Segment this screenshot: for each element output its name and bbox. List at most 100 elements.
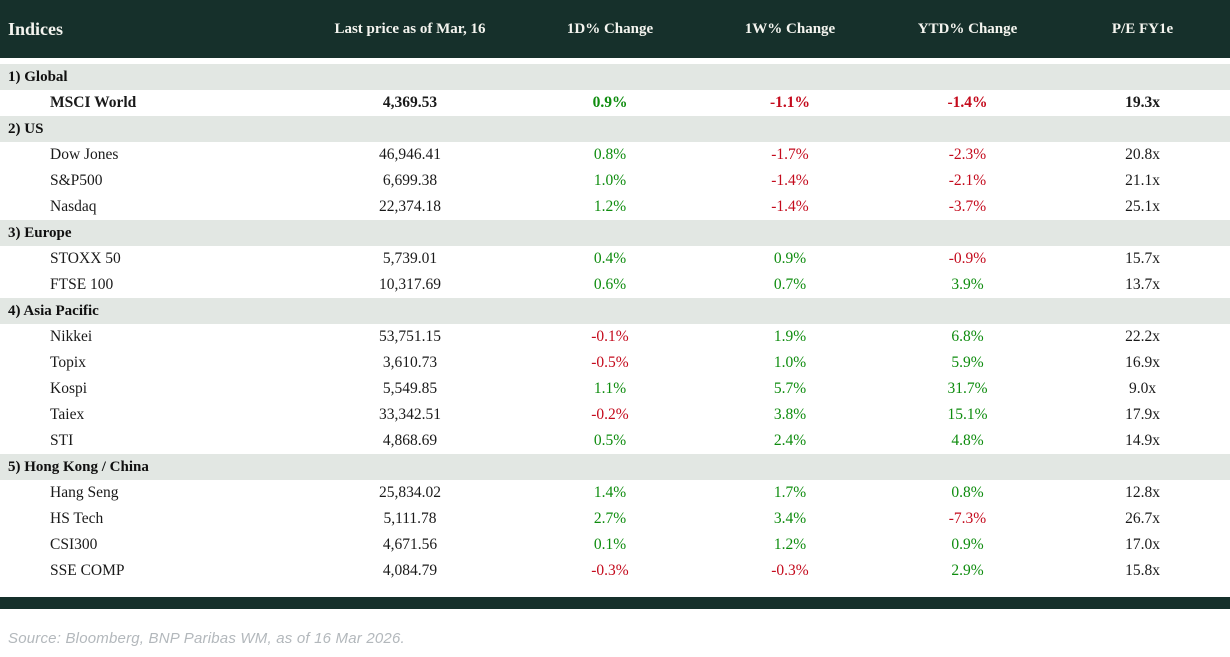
1w-change-cell: 2.4% <box>773 432 807 449</box>
1w-change-cell: -1.4% <box>771 172 809 189</box>
section-header: 3) Europe <box>0 220 1230 246</box>
table-row: Taiex 33,342.51 -0.2% 3.8% 15.1% 17.9x <box>0 402 1230 428</box>
1d-change-cell: -0.1% <box>591 328 629 345</box>
last-price-cell: 33,342.51 <box>379 406 441 423</box>
1d-change-cell: 0.4% <box>593 250 627 267</box>
index-name-cell: S&P500 <box>50 172 103 189</box>
pe-cell: 22.2x <box>1125 328 1160 345</box>
pe-cell: 26.7x <box>1125 510 1160 527</box>
ytd-change-cell: 0.9% <box>951 536 984 553</box>
1w-change-cell: 1.9% <box>773 328 807 345</box>
pe-cell: 17.0x <box>1125 536 1160 553</box>
header-divider <box>0 58 1230 64</box>
pe-cell: 25.1x <box>1125 198 1160 215</box>
table-body: 1) Global MSCI World 4,369.53 0.9% -1.1% -1.4… <box>0 64 1230 584</box>
1d-change-cell: -0.3% <box>591 562 629 579</box>
index-name-cell: CSI300 <box>50 536 98 553</box>
pe-cell: 21.1x <box>1125 172 1160 189</box>
last-price-cell: 4,084.79 <box>382 562 438 579</box>
ytd-change-cell: 2.9% <box>951 562 984 579</box>
table-row: STI 4,868.69 0.5% 2.4% 4.8% 14.9x <box>0 428 1230 454</box>
last-price-cell: 25,834.02 <box>379 484 441 501</box>
pe-cell: 20.8x <box>1125 146 1160 163</box>
last-price-cell: 5,739.01 <box>382 250 438 267</box>
pe-cell: 12.8x <box>1125 484 1160 501</box>
ytd-change-cell: 4.8% <box>951 432 984 449</box>
ytd-change-cell: -0.9% <box>948 250 987 267</box>
ytd-change-cell: 0.8% <box>951 484 984 501</box>
index-name-cell: Nikkei <box>50 328 93 345</box>
1d-change-cell: 0.9% <box>592 94 628 111</box>
pe-cell: 15.7x <box>1125 250 1160 267</box>
column-header-ytd-change: YTD% Change <box>917 20 1018 37</box>
pe-cell: 15.8x <box>1125 562 1160 579</box>
table-title: Indices <box>8 18 64 39</box>
1w-change-cell: -1.1% <box>769 94 811 111</box>
pe-cell: 13.7x <box>1125 276 1160 293</box>
1d-change-cell: -0.2% <box>591 406 629 423</box>
last-price-cell: 3,610.73 <box>382 354 438 371</box>
last-price-cell: 53,751.15 <box>379 328 441 345</box>
last-price-cell: 5,549.85 <box>382 380 438 397</box>
1d-change-cell: 1.1% <box>593 380 627 397</box>
ytd-change-cell: 6.8% <box>951 328 984 345</box>
table-row: FTSE 100 10,317.69 0.6% 0.7% 3.9% 13.7x <box>0 272 1230 298</box>
index-name-cell: Nasdaq <box>50 198 97 215</box>
last-price-cell: 10,317.69 <box>379 276 441 293</box>
column-header-1w-change: 1W% Change <box>744 20 836 37</box>
last-price-cell: 6,699.38 <box>382 172 438 189</box>
index-name-cell: FTSE 100 <box>50 276 114 293</box>
table-row: Dow Jones 46,946.41 0.8% -1.7% -2.3% 20.8x <box>0 142 1230 168</box>
ytd-change-cell: -2.3% <box>948 146 987 163</box>
column-header-last-price: Last price as of Mar, 16 <box>334 20 486 37</box>
pe-cell: 9.0x <box>1128 380 1157 397</box>
index-name-cell: Kospi <box>50 380 88 397</box>
section-header: 1) Global <box>0 64 1230 90</box>
1d-change-cell: 1.4% <box>593 484 627 501</box>
1w-change-cell: -1.4% <box>771 198 809 215</box>
last-price-cell: 46,946.41 <box>379 146 441 163</box>
ytd-change-cell: 15.1% <box>947 406 988 423</box>
1w-change-cell: 1.0% <box>773 354 807 371</box>
1w-change-cell: 5.7% <box>773 380 807 397</box>
pe-cell: 17.9x <box>1125 406 1160 423</box>
1d-change-cell: 0.5% <box>593 432 627 449</box>
ytd-change-cell: 31.7% <box>947 380 988 397</box>
1d-change-cell: 0.1% <box>593 536 627 553</box>
table-row: Topix 3,610.73 -0.5% 1.0% 5.9% 16.9x <box>0 350 1230 376</box>
source-note: Source: Bloomberg, BNP Paribas WM, as of… <box>8 630 405 647</box>
table-row: HS Tech 5,111.78 2.7% 3.4% -7.3% 26.7x <box>0 506 1230 532</box>
1d-change-cell: 1.2% <box>593 198 627 215</box>
table-row: Hang Seng 25,834.02 1.4% 1.7% 0.8% 12.8x <box>0 480 1230 506</box>
ytd-change-cell: 3.9% <box>951 276 984 293</box>
ytd-change-cell: -2.1% <box>948 172 987 189</box>
1w-change-cell: -1.7% <box>771 146 809 163</box>
pe-cell: 19.3x <box>1125 94 1160 111</box>
1w-change-cell: 1.2% <box>773 536 807 553</box>
table-header-row: Indices Last price as of Mar, 16 1D% Cha… <box>0 0 1230 58</box>
table-row: S&P500 6,699.38 1.0% -1.4% -2.1% 21.1x <box>0 168 1230 194</box>
section-header: 5) Hong Kong / China <box>0 454 1230 480</box>
ytd-change-cell: -7.3% <box>948 510 987 527</box>
1d-change-cell: 2.7% <box>593 510 627 527</box>
index-name-cell: Taiex <box>50 406 85 423</box>
table-bottom-bar <box>0 597 1230 609</box>
table-row: Kospi 5,549.85 1.1% 5.7% 31.7% 9.0x <box>0 376 1230 402</box>
index-name-cell: Hang Seng <box>50 484 119 501</box>
1d-change-cell: 0.8% <box>593 146 627 163</box>
last-price-cell: 22,374.18 <box>379 198 441 215</box>
table-row: MSCI World 4,369.53 0.9% -1.1% -1.4% 19.3x <box>0 90 1230 116</box>
last-price-cell: 5,111.78 <box>383 510 437 527</box>
index-name-cell: STI <box>50 432 74 449</box>
1d-change-cell: 1.0% <box>593 172 627 189</box>
pe-cell: 16.9x <box>1125 354 1160 371</box>
last-price-cell: 4,868.69 <box>382 432 438 449</box>
index-name-cell: HS Tech <box>50 510 104 527</box>
index-name-cell: Topix <box>50 354 86 371</box>
section-header: 2) US <box>0 116 1230 142</box>
1w-change-cell: 1.7% <box>773 484 807 501</box>
table-row: Nikkei 53,751.15 -0.1% 1.9% 6.8% 22.2x <box>0 324 1230 350</box>
index-name-cell: Dow Jones <box>50 146 119 163</box>
ytd-change-cell: -3.7% <box>948 198 987 215</box>
index-name-cell: SSE COMP <box>50 562 125 579</box>
